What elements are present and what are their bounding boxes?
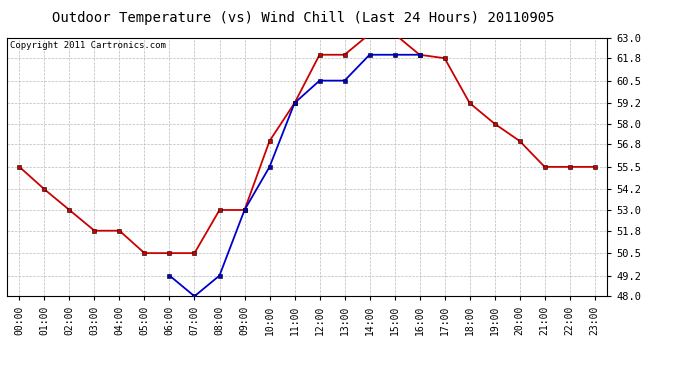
Text: Copyright 2011 Cartronics.com: Copyright 2011 Cartronics.com [10,41,166,50]
Text: Outdoor Temperature (vs) Wind Chill (Last 24 Hours) 20110905: Outdoor Temperature (vs) Wind Chill (Las… [52,11,555,25]
